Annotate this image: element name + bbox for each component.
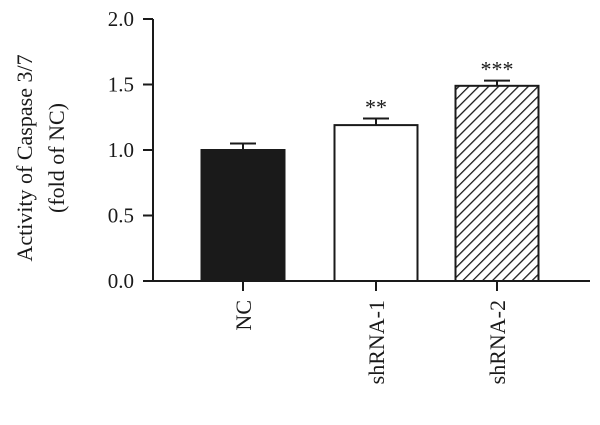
bar-shrna-1	[333, 124, 419, 282]
significance-label: ***	[481, 57, 514, 82]
bar-shrna-2	[454, 84, 540, 282]
bars: *****	[200, 57, 540, 282]
y-tick-label: 2.0	[108, 7, 134, 31]
y-axis: 0.0 0.5 1.0 1.5 2.0	[108, 7, 154, 293]
bar-nc	[200, 149, 286, 282]
x-tick-label: NC	[231, 300, 256, 331]
x-axis: NC shRNA-1 shRNA-2	[153, 280, 590, 384]
y-axis-title-line-2: (fold of NC)	[44, 103, 69, 213]
y-axis-title: Activity of Caspase 3/7 (fold of NC)	[12, 54, 69, 261]
x-tick-label: shRNA-1	[364, 300, 389, 384]
y-tick-label: 0.5	[108, 204, 134, 228]
y-axis-title-line-1: Activity of Caspase 3/7	[12, 54, 37, 261]
significance-label: **	[365, 95, 387, 120]
y-tick-label: 1.5	[108, 73, 134, 97]
y-tick-label: 0.0	[108, 269, 134, 293]
y-tick-label: 1.0	[108, 138, 134, 162]
x-tick-label: shRNA-2	[485, 300, 510, 384]
